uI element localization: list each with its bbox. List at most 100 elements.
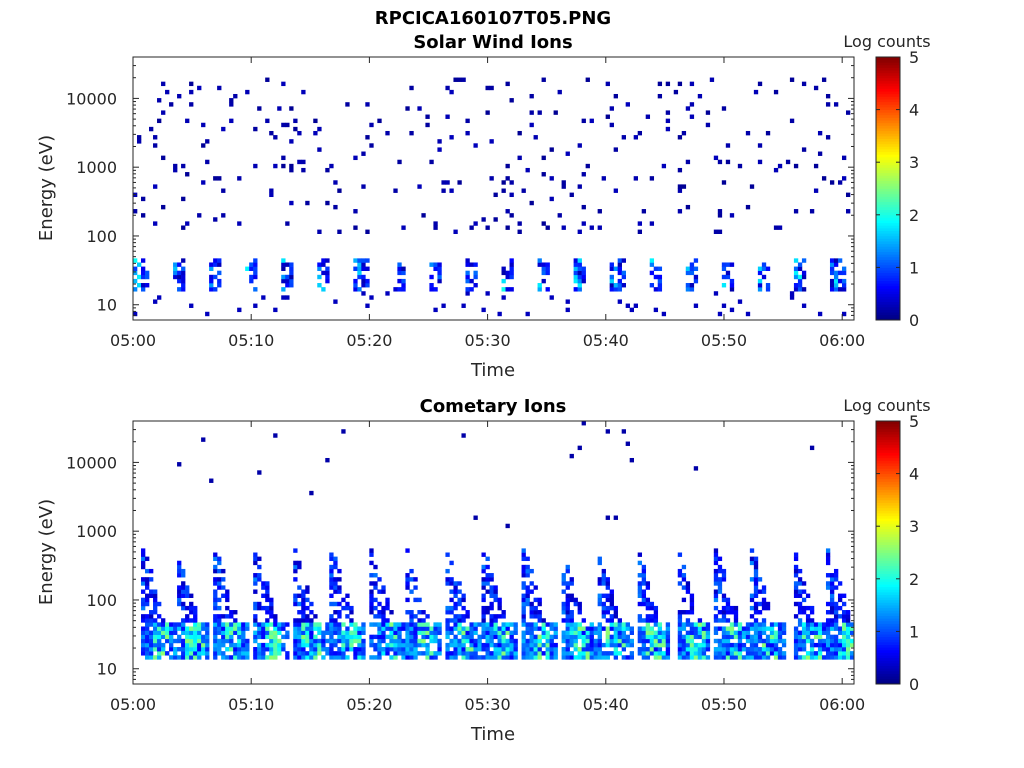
heatmap-cell xyxy=(333,601,338,607)
heatmap-cell xyxy=(513,622,518,627)
colorbar-segment xyxy=(876,91,900,95)
heatmap-cell xyxy=(525,573,530,578)
heatmap-cell xyxy=(613,605,618,611)
heatmap-cell xyxy=(225,597,230,603)
heatmap-cell xyxy=(833,634,839,640)
heatmap-cell xyxy=(141,642,146,648)
colorbar-segment xyxy=(876,552,900,556)
heatmap-cell xyxy=(169,634,174,640)
heatmap-cell xyxy=(489,593,494,598)
heatmap-cell xyxy=(577,258,582,263)
heatmap-cell xyxy=(149,642,154,648)
heatmap-cell xyxy=(361,642,366,648)
heatmap-cell xyxy=(189,638,194,644)
heatmap-cell xyxy=(137,262,142,267)
heatmap-cell xyxy=(421,651,426,656)
heatmap-cell xyxy=(721,274,727,280)
heatmap-cell xyxy=(357,647,362,652)
heatmap-cell xyxy=(681,573,687,578)
heatmap-cell xyxy=(265,585,270,590)
colorbar-segment xyxy=(876,505,900,509)
heatmap-cell xyxy=(525,597,530,603)
heatmap-cell xyxy=(365,266,370,271)
heatmap-cell xyxy=(821,77,827,82)
heatmap-cell xyxy=(473,274,478,280)
heatmap-cell xyxy=(417,626,422,631)
heatmap-cell xyxy=(265,630,270,635)
heatmap-cell xyxy=(569,638,574,644)
heatmap-cell xyxy=(445,634,450,640)
heatmap-cell xyxy=(261,585,266,590)
heatmap-cell xyxy=(293,577,298,582)
heatmap-cell xyxy=(221,626,226,631)
heatmap-cell xyxy=(605,626,610,631)
heatmap-cell xyxy=(269,188,274,193)
heatmap-cell xyxy=(829,651,835,656)
heatmap-cell xyxy=(409,630,414,635)
heatmap-cell xyxy=(721,262,727,267)
heatmap-cell xyxy=(189,642,194,648)
heatmap-cell xyxy=(845,655,851,660)
heatmap-cell xyxy=(253,303,258,308)
heatmap-cell xyxy=(313,638,318,644)
heatmap-cell xyxy=(301,89,306,95)
heatmap-cell xyxy=(529,110,534,115)
heatmap-cell xyxy=(545,270,550,276)
heatmap-cell xyxy=(457,77,462,82)
heatmap-cell xyxy=(201,626,206,631)
heatmap-cell xyxy=(717,568,723,574)
heatmap-cell xyxy=(609,618,614,623)
heatmap-cell xyxy=(233,93,238,99)
heatmap-cell xyxy=(637,618,643,623)
heatmap-cell xyxy=(329,630,334,635)
heatmap-cell xyxy=(577,630,582,635)
heatmap-cell xyxy=(657,626,663,631)
colorbar-segment xyxy=(876,623,900,627)
heatmap-cell xyxy=(665,651,671,656)
heatmap-cell xyxy=(181,573,186,578)
heatmap-cell xyxy=(501,266,506,271)
heatmap-cell xyxy=(509,180,514,185)
heatmap-cell xyxy=(601,642,606,648)
heatmap-cell xyxy=(213,622,218,627)
heatmap-cell xyxy=(821,647,827,652)
heatmap-cell xyxy=(501,634,506,640)
heatmap-cell xyxy=(397,634,402,640)
heatmap-cell xyxy=(301,601,306,607)
heatmap-cell xyxy=(213,287,218,292)
heatmap-cell xyxy=(637,560,643,566)
heatmap-cell xyxy=(213,614,218,619)
heatmap-cell xyxy=(529,581,534,586)
colorbar-segment xyxy=(876,275,900,279)
heatmap-cell xyxy=(481,605,486,611)
heatmap-cell xyxy=(165,89,170,95)
heatmap-cell xyxy=(745,651,751,656)
heatmap-cell xyxy=(537,618,542,623)
heatmap-cell xyxy=(345,630,350,635)
heatmap-cell xyxy=(581,204,586,210)
heatmap-cell xyxy=(581,274,586,280)
heatmap-cell xyxy=(841,176,847,181)
heatmap-cell xyxy=(213,564,218,570)
colorbar-segment xyxy=(876,455,900,459)
heatmap-cell xyxy=(741,630,747,635)
colorbar-segment xyxy=(876,67,900,71)
heatmap-cell xyxy=(809,610,815,615)
heatmap-cell xyxy=(193,610,198,615)
heatmap-cell xyxy=(317,262,322,267)
heatmap-cell xyxy=(541,266,546,271)
heatmap-cell xyxy=(757,622,763,627)
heatmap-cell xyxy=(793,651,799,656)
heatmap-cell xyxy=(713,155,719,161)
heatmap-cell xyxy=(637,593,643,598)
heatmap-cell xyxy=(189,605,194,611)
heatmap-cell xyxy=(469,651,474,656)
heatmap-cell xyxy=(529,647,534,652)
heatmap-cell xyxy=(585,77,590,82)
heatmap-cell xyxy=(745,626,751,631)
heatmap-cell xyxy=(817,630,823,635)
heatmap-cell xyxy=(733,614,739,619)
heatmap-cell xyxy=(217,577,222,582)
heatmap-cell xyxy=(469,638,474,644)
heatmap-cell xyxy=(301,642,306,648)
